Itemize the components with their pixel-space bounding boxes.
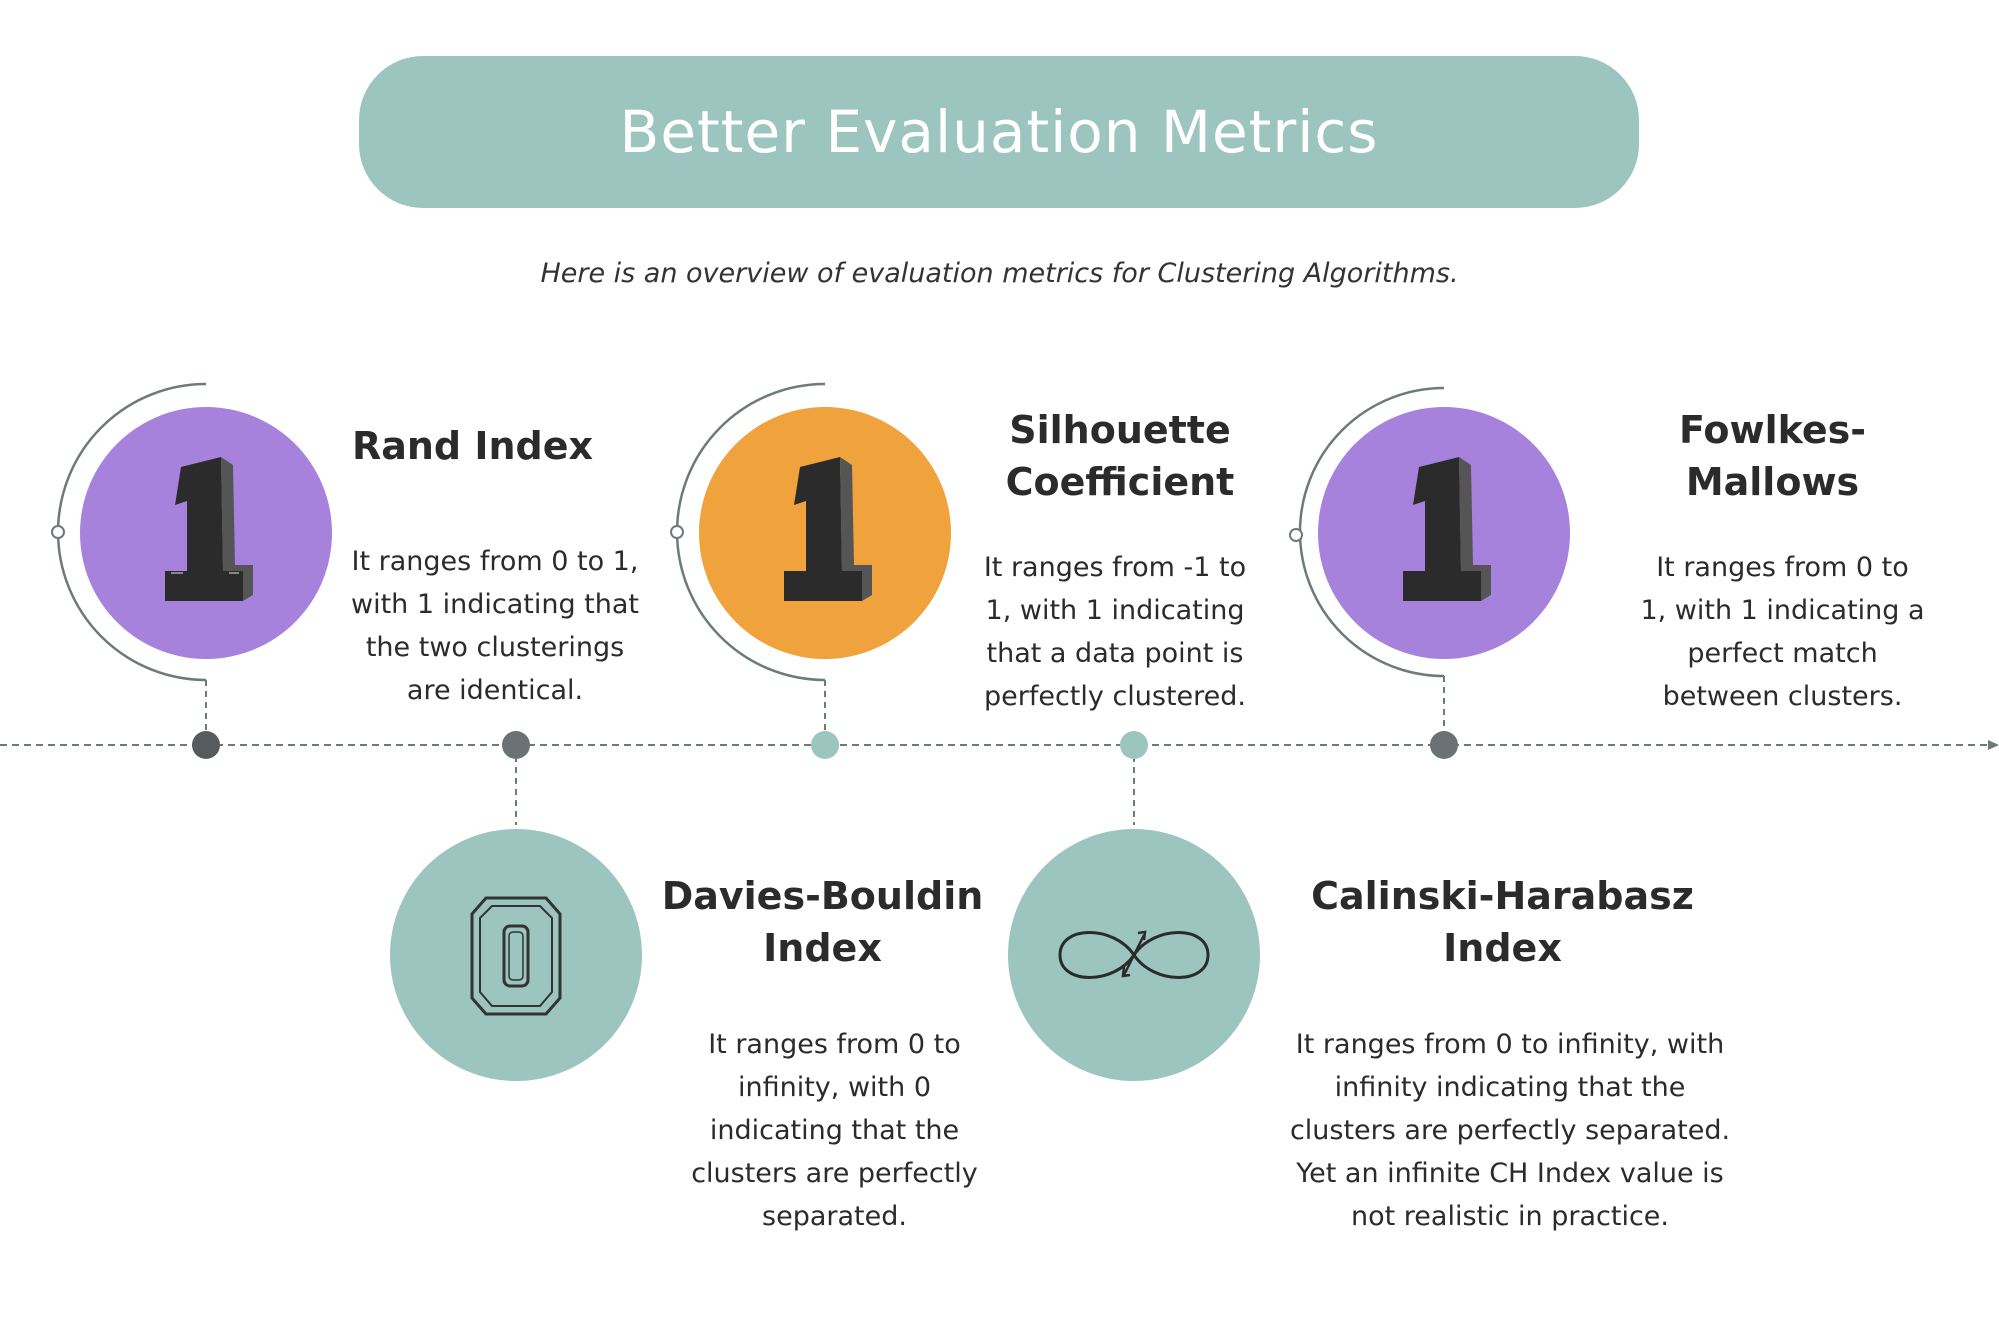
timeline-dot-4 bbox=[1120, 731, 1148, 759]
desc-line: the two clusterings bbox=[365, 632, 625, 663]
title-line: Fowlkes- bbox=[1678, 408, 1867, 452]
page-title: Better Evaluation Metrics bbox=[619, 98, 1379, 166]
desc-line: Yet an infinite CH Index value is bbox=[1296, 1158, 1724, 1189]
desc-line: 1, with 1 indicating bbox=[985, 595, 1245, 626]
desc-line: between clusters. bbox=[1662, 681, 1903, 712]
title-line: Mallows bbox=[1685, 460, 1860, 504]
timeline-arrowhead bbox=[1988, 740, 1999, 750]
desc-line: with 1 indicating that bbox=[350, 589, 640, 620]
desc-line: 1, with 1 indicating a bbox=[1640, 595, 1925, 626]
page-subtitle: Here is an overview of evaluation metric… bbox=[540, 258, 1459, 289]
desc-line: that a data point is bbox=[986, 638, 1244, 669]
title-line: Silhouette bbox=[1009, 408, 1231, 452]
arc-end-rand bbox=[51, 525, 65, 539]
number-zero-icon bbox=[470, 896, 562, 1016]
desc-line: It ranges from 0 to bbox=[1656, 552, 1909, 583]
timeline-dot-5 bbox=[1430, 731, 1458, 759]
calinski-harabasz-desc: It ranges from 0 to infinity, with infin… bbox=[1265, 1023, 1755, 1238]
number-one-icon bbox=[165, 457, 253, 601]
arc-end-fowlkes bbox=[1289, 528, 1303, 542]
desc-line: perfectly clustered. bbox=[983, 681, 1247, 712]
title-line: Davies-Bouldin bbox=[661, 874, 984, 918]
davies-bouldin-title: Davies-Bouldin Index bbox=[655, 870, 990, 974]
title-line: Calinski-Harabasz bbox=[1311, 874, 1694, 918]
rand-index-title: Rand Index bbox=[300, 420, 645, 472]
number-one-icon bbox=[784, 457, 872, 601]
title-line: Coefficient bbox=[1005, 460, 1235, 504]
timeline-dot-1 bbox=[192, 731, 220, 759]
desc-line: not realistic in practice. bbox=[1350, 1201, 1669, 1232]
title-line: Index bbox=[763, 926, 882, 970]
desc-line: indicating that the bbox=[709, 1115, 960, 1146]
desc-line: It ranges from 0 to infinity, with bbox=[1295, 1029, 1725, 1060]
arc-end-silhouette bbox=[670, 525, 684, 539]
timeline-dot-3 bbox=[811, 731, 839, 759]
timeline-dot-2 bbox=[502, 731, 530, 759]
desc-line: are identical. bbox=[406, 675, 584, 706]
rand-index-desc: It ranges from 0 to 1, with 1 indicating… bbox=[335, 540, 655, 712]
desc-line: infinity, with 0 bbox=[737, 1072, 931, 1103]
fowlkes-mallows-title: Fowlkes- Mallows bbox=[1600, 404, 1945, 508]
desc-line: clusters are perfectly bbox=[691, 1158, 978, 1189]
title-line: Rand Index bbox=[351, 424, 594, 468]
silhouette-desc: It ranges from -1 to 1, with 1 indicatin… bbox=[955, 546, 1275, 718]
title-line: Index bbox=[1443, 926, 1562, 970]
silhouette-circle bbox=[699, 407, 951, 659]
desc-line: perfect match bbox=[1687, 638, 1878, 669]
desc-line: It ranges from 0 to bbox=[708, 1029, 961, 1060]
rand-index-circle bbox=[80, 407, 332, 659]
desc-line: infinity indicating that the bbox=[1334, 1072, 1686, 1103]
calinski-harabasz-title: Calinski-Harabasz Index bbox=[1290, 870, 1715, 974]
davies-bouldin-circle bbox=[390, 829, 642, 1081]
fowlkes-mallows-desc: It ranges from 0 to 1, with 1 indicating… bbox=[1625, 546, 1940, 718]
davies-bouldin-desc: It ranges from 0 to infinity, with 0 ind… bbox=[672, 1023, 997, 1238]
desc-line: It ranges from 0 to 1, bbox=[351, 546, 639, 577]
title-banner: Better Evaluation Metrics bbox=[359, 56, 1639, 208]
desc-line: It ranges from -1 to bbox=[983, 552, 1247, 583]
fowlkes-mallows-circle bbox=[1318, 407, 1570, 659]
number-one-icon bbox=[1403, 457, 1491, 601]
infinity-icon bbox=[1058, 930, 1210, 979]
silhouette-title: Silhouette Coefficient bbox=[955, 404, 1285, 508]
calinski-harabasz-circle bbox=[1008, 829, 1260, 1081]
desc-line: separated. bbox=[762, 1201, 907, 1232]
desc-line: clusters are perfectly separated. bbox=[1289, 1115, 1731, 1146]
